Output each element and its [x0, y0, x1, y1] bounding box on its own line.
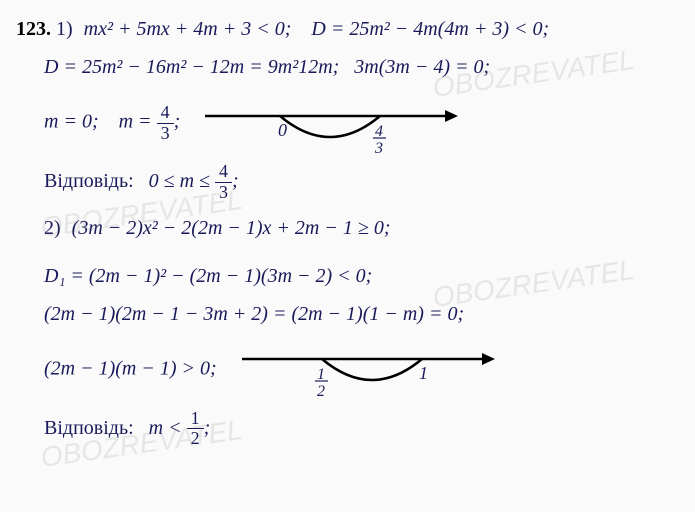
- line-3: m = 0; m = 4 3 ; 0 4 3: [16, 88, 679, 158]
- d1-expr: D₁ = (2m − 1)² − (2m − 1)(3m − 2) < 0;: [44, 265, 372, 287]
- numberline-1: 0 4 3: [200, 88, 460, 158]
- part1-inequality: mx² + 5mx + 4m + 3 < 0;: [84, 18, 292, 40]
- answer-label-2: Відповідь:: [44, 416, 134, 438]
- final-ineq: (2m − 1)(m − 1) > 0;: [44, 357, 217, 379]
- answer-2-lhs: m <: [149, 416, 182, 438]
- discriminant-setup: D = 25m² − 4m(4m + 3) < 0;: [311, 18, 549, 40]
- part1-label: 1): [56, 18, 73, 40]
- numberline-2: 1 2 1: [237, 335, 497, 405]
- root-m-frac-lhs: m =: [119, 111, 152, 133]
- svg-text:2: 2: [317, 383, 325, 400]
- svg-text:1: 1: [419, 363, 428, 383]
- line-2: D = 25m² − 16m² − 12m = 9m²12m; 3m(3m − …: [16, 50, 679, 84]
- part2-inequality: (3m − 2)x² − 2(2m − 1)x + 2m − 1 ≥ 0;: [72, 217, 391, 239]
- svg-text:0: 0: [278, 120, 287, 140]
- problem-number: 123.: [16, 18, 51, 40]
- factor-step: (2m − 1)(2m − 1 − 3m + 2) = (2m − 1)(1 −…: [44, 303, 464, 325]
- line-2-1: 2) (3m − 2)x² − 2(2m − 1)x + 2m − 1 ≥ 0;: [16, 211, 679, 245]
- answer-2: Відповідь: m < 1 2 ;: [16, 409, 679, 450]
- answer-label-1: Відповідь:: [44, 170, 134, 192]
- answer-1: Відповідь: 0 ≤ m ≤ 4 3 ;: [16, 162, 679, 203]
- line-2-3: (2m − 1)(2m − 1 − 3m + 2) = (2m − 1)(1 −…: [16, 297, 679, 331]
- line-2-2: D₁ = (2m − 1)² − (2m − 1)(3m − 2) < 0;: [16, 259, 679, 293]
- answer-1-lhs: 0 ≤ m ≤: [149, 170, 210, 192]
- answer-1-frac: 4 3: [215, 162, 232, 203]
- root-m0: m = 0;: [44, 111, 99, 133]
- svg-text:3: 3: [374, 140, 383, 157]
- part2-label: 2): [44, 217, 61, 239]
- line-2-4: (2m − 1)(m − 1) > 0; 1 2 1: [16, 335, 679, 405]
- answer-2-frac: 1 2: [187, 409, 204, 450]
- factored-form: 3m(3m − 4) = 0;: [354, 56, 490, 78]
- discriminant-expand: D = 25m² − 16m² − 12m = 9m²12m;: [44, 56, 339, 78]
- line-1: 123. 1) mx² + 5mx + 4m + 3 < 0; D = 25m²…: [16, 12, 679, 46]
- root-m-frac: 4 3: [157, 103, 174, 144]
